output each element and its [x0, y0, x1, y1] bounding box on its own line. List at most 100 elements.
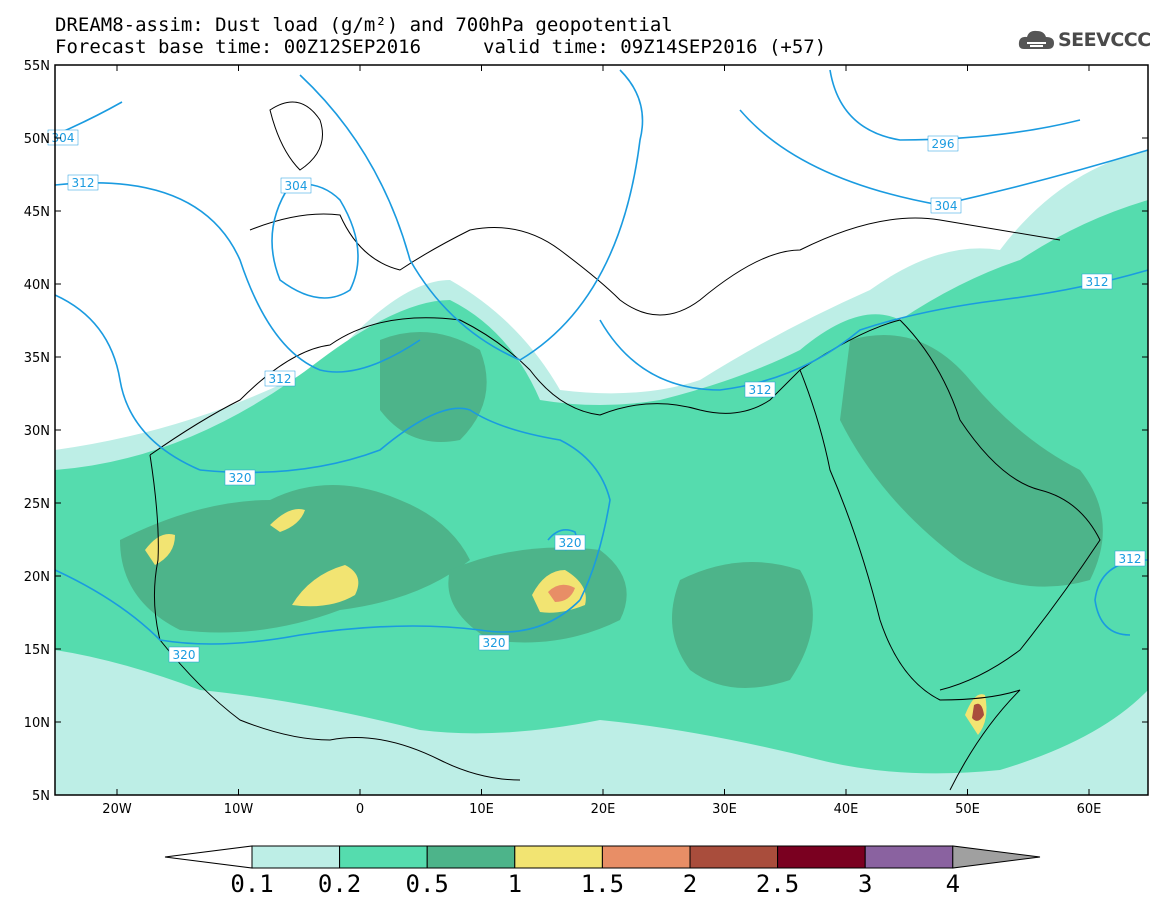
- contour-label: 304: [285, 179, 308, 193]
- lon-label: 20W: [102, 802, 132, 817]
- colorbar-segment: [864, 845, 954, 869]
- lon-label: 40E: [834, 802, 859, 817]
- contour-label: 320: [559, 536, 582, 550]
- contour-label: 304: [935, 199, 958, 213]
- coastline-arabia: [799, 319, 1101, 691]
- colorbar-tick-label: 3: [858, 870, 872, 898]
- geopotential-contours: [55, 69, 1148, 645]
- coastline-britain: [269, 101, 323, 171]
- contour-label-box: [264, 370, 296, 387]
- colorbar-tick-label: 2.5: [756, 870, 799, 898]
- colorbar-segment: [426, 845, 516, 869]
- colorbar-tick-label: 1: [508, 870, 522, 898]
- contour-312-west: [55, 182, 421, 373]
- contour-label-box: [927, 135, 959, 152]
- colorbar-tick-label: 1.5: [581, 870, 624, 898]
- lon-axis: 20W 10W 0 10E 20E 30E 40E 50E 60E: [102, 65, 1101, 817]
- lat-label: 20N: [24, 570, 50, 585]
- colorbar-segment: [601, 845, 691, 869]
- lon-label: 60E: [1077, 802, 1102, 817]
- logo-text: SEEVCCC: [1058, 29, 1151, 51]
- colorbar-segment: [689, 845, 779, 869]
- contour-304-iberia: [271, 183, 359, 299]
- contour-label: 320: [229, 471, 252, 485]
- lon-label: 10W: [224, 802, 254, 817]
- lat-label: 30N: [24, 424, 50, 439]
- colorbar-tick-label: 4: [946, 870, 960, 898]
- contour-label: 320: [173, 648, 196, 662]
- contour-320-north: [199, 407, 611, 601]
- lon-label: 50E: [955, 802, 980, 817]
- lat-label: 10N: [24, 716, 50, 731]
- lat-label: 15N: [24, 643, 50, 658]
- dust-shade-0.5-algeria: [380, 332, 487, 442]
- dust-shade-0.5-sudan: [672, 562, 813, 688]
- contour-label-box: [478, 634, 510, 651]
- lat-label: 45N: [24, 205, 50, 220]
- contour-312-west-low: [55, 294, 201, 471]
- lon-label: 30E: [712, 802, 737, 817]
- contour-label: 312: [1119, 552, 1142, 566]
- contour-label-box: [1114, 550, 1146, 567]
- contour-labels: 304 312 304 312 296 304 312 312 320 320 320 320 312: [47, 129, 1146, 663]
- dust-shade-1-c: [145, 534, 175, 565]
- coastlines: [149, 101, 1101, 791]
- valid-time: valid time: 09Z14SEP2016 (+57): [483, 36, 827, 58]
- contour-312-med: [299, 69, 644, 361]
- lon-label: 10E: [469, 802, 494, 817]
- contour-label-box: [280, 177, 312, 194]
- contour-label-box: [168, 646, 200, 663]
- lat-label: 50N: [24, 132, 50, 147]
- cloud-icon: [1018, 30, 1054, 49]
- forecast-base-time: Forecast base time: 00Z12SEP2016: [55, 36, 422, 58]
- dust-shade-1.5: [548, 584, 575, 602]
- contour-label-box: [744, 381, 776, 398]
- coastline-africa: [149, 317, 1021, 791]
- colorbar-tick-label: 0.2: [318, 870, 361, 898]
- contour-label-box: [1081, 273, 1113, 290]
- contour-label: 312: [749, 383, 772, 397]
- contour-296: [829, 69, 1081, 141]
- dust-shade-2: [972, 703, 984, 721]
- contour-label-box: [67, 174, 99, 191]
- contour-label-box: [554, 534, 586, 551]
- dust-shade-0.5-arabia: [840, 335, 1103, 587]
- lat-axis: 55N 50N 45N 40N 35N 30N 25N 20N 15N 10N 5N: [24, 59, 1148, 804]
- colorbar-tick-label: 0.5: [406, 870, 449, 898]
- lat-label: 35N: [24, 351, 50, 366]
- contour-label: 312: [1086, 275, 1109, 289]
- lat-label: 5N: [32, 789, 50, 804]
- lat-label: 40N: [24, 278, 50, 293]
- colorbar-over-arrow: [952, 845, 1041, 869]
- contour-312-east-med: [599, 269, 1148, 391]
- contour-320-south: [55, 569, 581, 645]
- contour-label: 312: [269, 372, 292, 386]
- dust-shade-1-a: [292, 565, 359, 607]
- contour-label-box: [224, 469, 256, 486]
- contour-label: 320: [483, 636, 506, 650]
- contour-label: 312: [72, 176, 95, 190]
- coastline-europe: [249, 213, 1061, 316]
- contour-label: 304: [52, 131, 75, 145]
- colorbar-segment: [251, 845, 341, 869]
- lon-label: 20E: [591, 802, 616, 817]
- coastline-west-africa: [149, 454, 521, 781]
- lat-label: 25N: [24, 497, 50, 512]
- contour-label-box: [930, 197, 962, 214]
- colorbar-tick-label: 0.1: [230, 870, 273, 898]
- lon-label: 0: [356, 802, 364, 817]
- colorbar-under-arrow: [164, 845, 253, 869]
- map-title: DREAM8-assim: Dust load (g/m²) and 700hP…: [55, 14, 673, 36]
- colorbar-tick-label: 2: [683, 870, 697, 898]
- contour-label: 296: [932, 137, 955, 151]
- colorbar: 0.1 0.2 0.5 1 1.5 2 2.5 3 4: [164, 845, 1041, 898]
- colorbar-segment: [777, 845, 866, 869]
- dust-shade-0.5-west: [120, 485, 470, 633]
- colorbar-segment: [339, 845, 428, 869]
- dust-field: [55, 150, 1148, 795]
- seevccc-logo: SEEVCCC: [1018, 27, 1158, 53]
- colorbar-segment: [514, 845, 603, 869]
- dust-shade-1-d: [270, 509, 305, 532]
- lat-label: 55N: [24, 59, 50, 74]
